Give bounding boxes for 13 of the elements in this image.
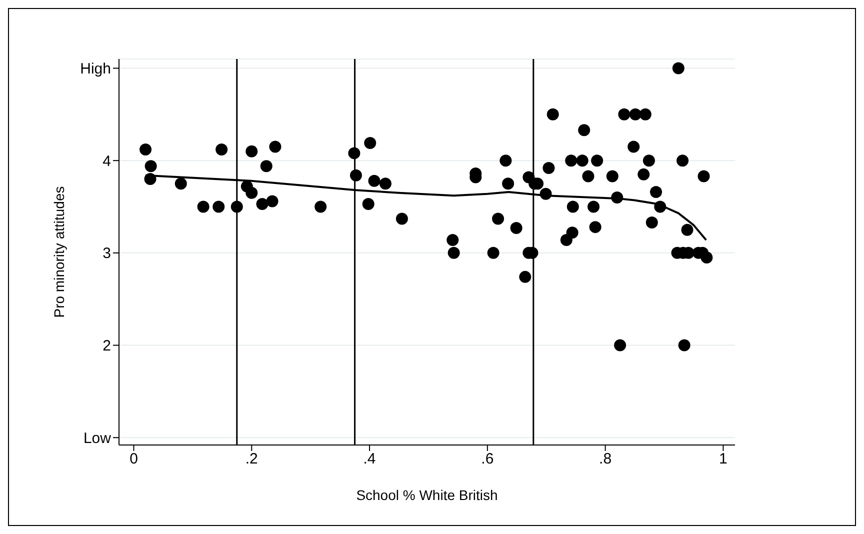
x-tick-label: .4: [363, 450, 376, 468]
y-tick-label: 3: [102, 245, 111, 262]
y-tick-label: 2: [102, 338, 111, 355]
y-tick-label: 4: [102, 152, 111, 170]
x-tick-label: .2: [245, 450, 258, 468]
y-tick-label: Low: [83, 430, 112, 447]
x-tick-label: 1: [719, 450, 728, 468]
x-tick-label: .8: [599, 450, 612, 468]
x-axis-title: School % White British: [356, 487, 498, 503]
x-tick-label: .6: [481, 450, 494, 468]
y-axis-title: Pro minority attitudes: [50, 186, 67, 318]
x-tick-label: 0: [130, 450, 138, 468]
y-tick-label: High: [80, 60, 111, 78]
